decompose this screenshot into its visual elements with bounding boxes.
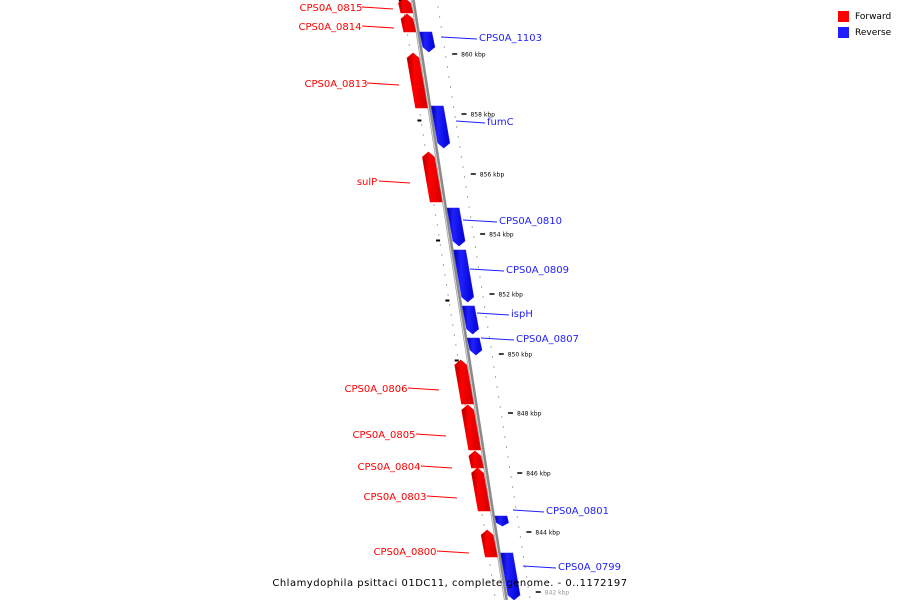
gene-label-leader xyxy=(440,36,478,40)
reverse-swatch xyxy=(838,27,849,38)
scale-label: 842 kbp xyxy=(545,590,570,597)
scale-label: 860 kbp xyxy=(461,52,486,59)
gene-sulp-label[interactable]: sulP xyxy=(357,177,377,188)
gene-label-leader xyxy=(436,550,470,554)
legend-item-reverse: Reverse xyxy=(838,25,891,40)
backbone-line xyxy=(410,0,508,600)
gene-cps0a_0815-label[interactable]: CPS0A_0815 xyxy=(299,3,362,14)
gene-label-leader xyxy=(361,6,394,10)
gene-isph-arrow[interactable] xyxy=(461,305,479,335)
gene-label-leader xyxy=(480,337,515,341)
gene-sulp-arrow[interactable] xyxy=(422,151,443,203)
gene-cps0a_1103-label[interactable]: CPS0A_1103 xyxy=(479,33,542,44)
legend-item-forward: Forward xyxy=(838,9,891,24)
scale-label: 844 kbp xyxy=(535,530,560,537)
gene-cps0a_0807-arrow[interactable] xyxy=(466,337,483,356)
gene-label-leader xyxy=(522,565,557,569)
gene-cps0a_0801-arrow[interactable] xyxy=(494,515,509,527)
gene-label-leader xyxy=(512,509,545,513)
forward-swatch xyxy=(838,11,849,22)
genome-backbone xyxy=(410,0,508,600)
scale-label: 846 kbp xyxy=(526,471,551,478)
gene-cps0a_0801-label[interactable]: CPS0A_0801 xyxy=(546,506,609,517)
gene-label-leader xyxy=(407,387,440,391)
gene-features xyxy=(398,0,521,600)
gene-cps0a_0803-arrow[interactable] xyxy=(471,467,491,512)
gene-label-leader xyxy=(426,495,458,499)
scale-label: 854 kbp xyxy=(489,232,514,239)
gene-cps0a_0800-arrow[interactable] xyxy=(480,529,498,558)
gene-label-leader xyxy=(469,268,505,272)
gene-cps0a_0806-arrow[interactable] xyxy=(454,359,474,405)
gene-label-leader xyxy=(420,465,453,469)
scale-label: 850 kbp xyxy=(508,352,533,359)
gene-label-leader xyxy=(462,219,498,223)
gene-cps0a_0815-arrow[interactable] xyxy=(398,0,414,14)
gene-cps0a_0805-arrow[interactable] xyxy=(461,404,482,451)
gene-cps0a_0806-label[interactable]: CPS0A_0806 xyxy=(344,384,407,395)
legend-label-forward: Forward xyxy=(855,11,892,22)
gene-cps0a_0813-label[interactable]: CPS0A_0813 xyxy=(304,79,367,90)
gene-cps0a_0810-label[interactable]: CPS0A_0810 xyxy=(499,216,562,227)
scale-label: 852 kbp xyxy=(498,292,523,299)
gene-cps0a_0807-label[interactable]: CPS0A_0807 xyxy=(516,334,579,345)
gene-labels: CPS0A_0815 CPS0A_0814 CPS0A_1103 CPS0A_0813… xyxy=(298,3,621,573)
scale-label: 858 kbp xyxy=(470,112,495,119)
gene-label-leader xyxy=(415,433,447,437)
gene-cps0a_0799-arrow[interactable] xyxy=(500,552,521,600)
gene-label-leader xyxy=(455,120,486,124)
gene-cps0a_0814-arrow[interactable] xyxy=(400,13,417,33)
gene-label-leader xyxy=(366,82,400,86)
gene-label-leader xyxy=(361,25,395,29)
gene-cps0a_0800-label[interactable]: CPS0A_0800 xyxy=(373,547,436,558)
gene-cps0a_0814-label[interactable]: CPS0A_0814 xyxy=(298,22,361,33)
gene-cps0a_0809-arrow[interactable] xyxy=(453,249,475,303)
gene-cps0a_1103-arrow[interactable] xyxy=(419,31,436,53)
gene-cps0a_0804-label[interactable]: CPS0A_0804 xyxy=(357,462,420,473)
gene-label-leader xyxy=(476,312,510,316)
gene-cps0a_0813-arrow[interactable] xyxy=(406,52,428,109)
gene-label-leader xyxy=(378,180,411,184)
gene-fumc-label[interactable]: fumC xyxy=(487,117,514,128)
backbone-highlight xyxy=(411,0,506,600)
gene-cps0a_0799-label[interactable]: CPS0A_0799 xyxy=(558,562,621,573)
scale-label: 856 kbp xyxy=(480,172,505,179)
genome-caption: Chlamydophila psittaci 01DC11, complete … xyxy=(272,578,628,589)
gene-fumc-arrow[interactable] xyxy=(430,105,451,149)
gene-cps0a_0810-arrow[interactable] xyxy=(446,207,466,247)
gene-cps0a_0809-label[interactable]: CPS0A_0809 xyxy=(506,265,569,276)
gene-cps0a_0803-label[interactable]: CPS0A_0803 xyxy=(363,492,426,503)
gene-isph-label[interactable]: ispH xyxy=(511,309,533,320)
strand-legend: Forward Reverse xyxy=(838,9,891,41)
scale-label: 848 kbp xyxy=(517,411,542,418)
legend-label-reverse: Reverse xyxy=(855,27,892,38)
gene-cps0a_0805-label[interactable]: CPS0A_0805 xyxy=(352,430,415,441)
